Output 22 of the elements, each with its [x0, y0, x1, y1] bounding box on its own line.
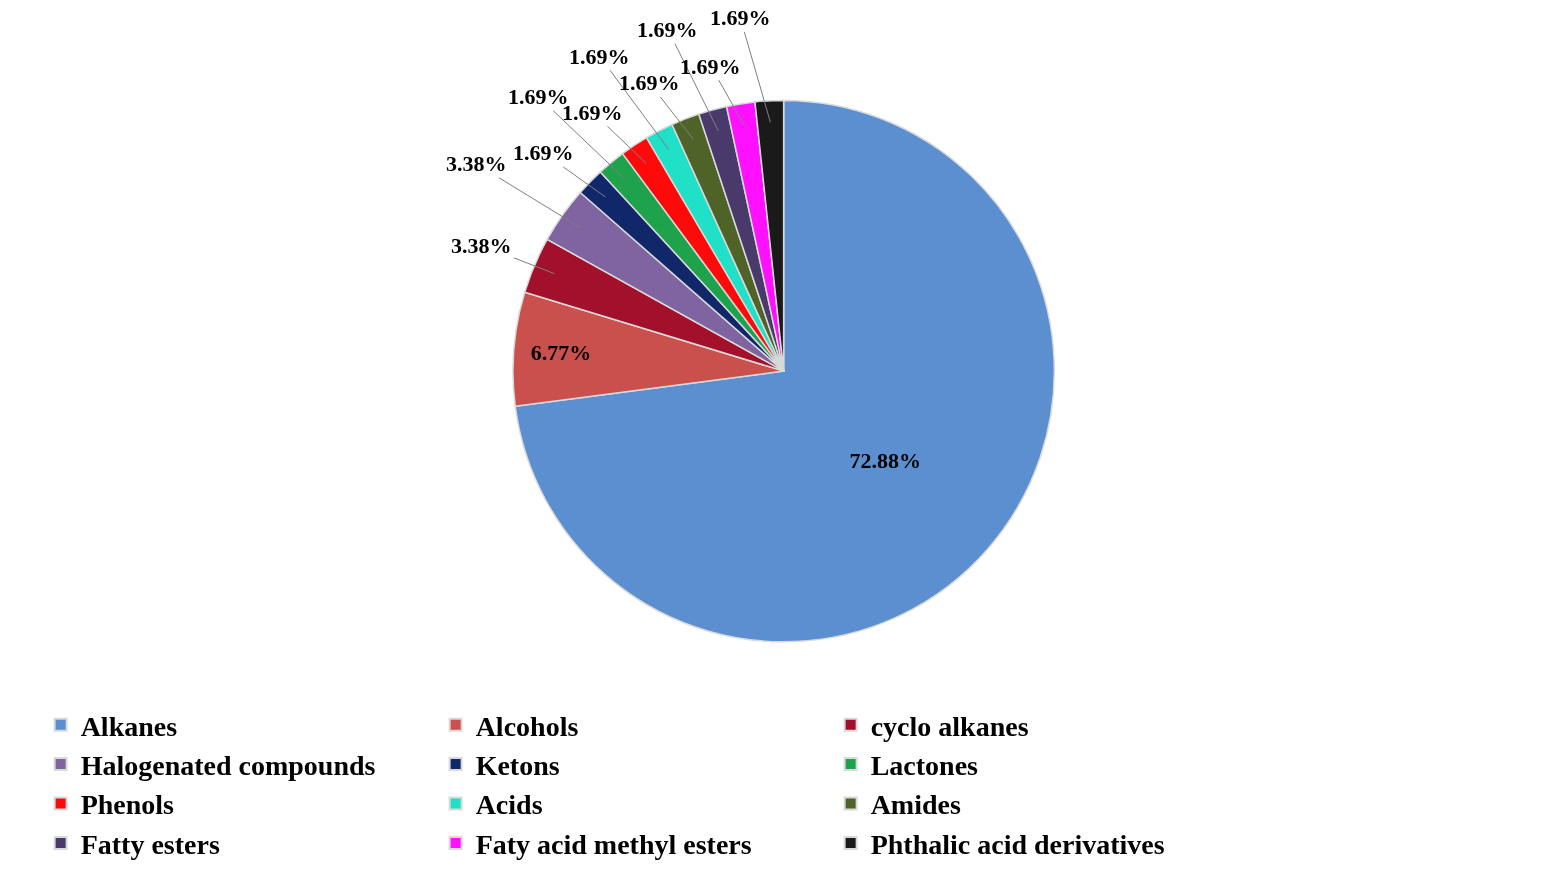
legend-label: Alkanes: [80, 710, 178, 742]
data-label: 1.69%: [710, 5, 771, 30]
data-label: 3.38%: [446, 151, 507, 176]
legend-label: Faty acid methyl esters: [475, 828, 752, 860]
legend-label: Fatty esters: [80, 828, 220, 860]
legend-label: Acids: [475, 789, 543, 821]
data-label: 1.69%: [619, 70, 680, 95]
legend-label: Halogenated compounds: [80, 750, 376, 782]
data-label: 1.69%: [637, 17, 698, 42]
legend-label: Ketons: [475, 750, 560, 782]
legend-label: Phenols: [80, 789, 175, 821]
legend-label: cyclo alkanes: [870, 710, 1029, 742]
data-label: 1.69%: [513, 140, 574, 165]
data-label: 1.69%: [680, 54, 741, 79]
data-label: 6.77%: [530, 340, 592, 366]
data-label: 1.69%: [569, 44, 630, 69]
legend-label: Alcohols: [475, 710, 579, 742]
data-label: 72.88%: [849, 447, 922, 473]
legend-label: Amides: [870, 789, 961, 821]
legend-label: Lactones: [870, 750, 979, 782]
data-label: 3.38%: [451, 233, 512, 258]
legend-label: Phthalic acid derivatives: [870, 828, 1165, 860]
